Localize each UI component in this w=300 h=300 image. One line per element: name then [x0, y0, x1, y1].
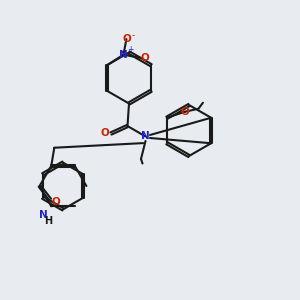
Text: N: N: [39, 210, 48, 220]
Text: O: O: [140, 53, 149, 63]
Text: -: -: [131, 31, 135, 40]
Text: O: O: [51, 197, 60, 207]
Text: O: O: [181, 107, 189, 117]
Text: O: O: [122, 34, 131, 44]
Text: O: O: [100, 128, 109, 139]
Text: +: +: [127, 45, 133, 54]
Text: N: N: [141, 131, 150, 142]
Text: N: N: [119, 50, 128, 60]
Text: H: H: [44, 216, 52, 226]
